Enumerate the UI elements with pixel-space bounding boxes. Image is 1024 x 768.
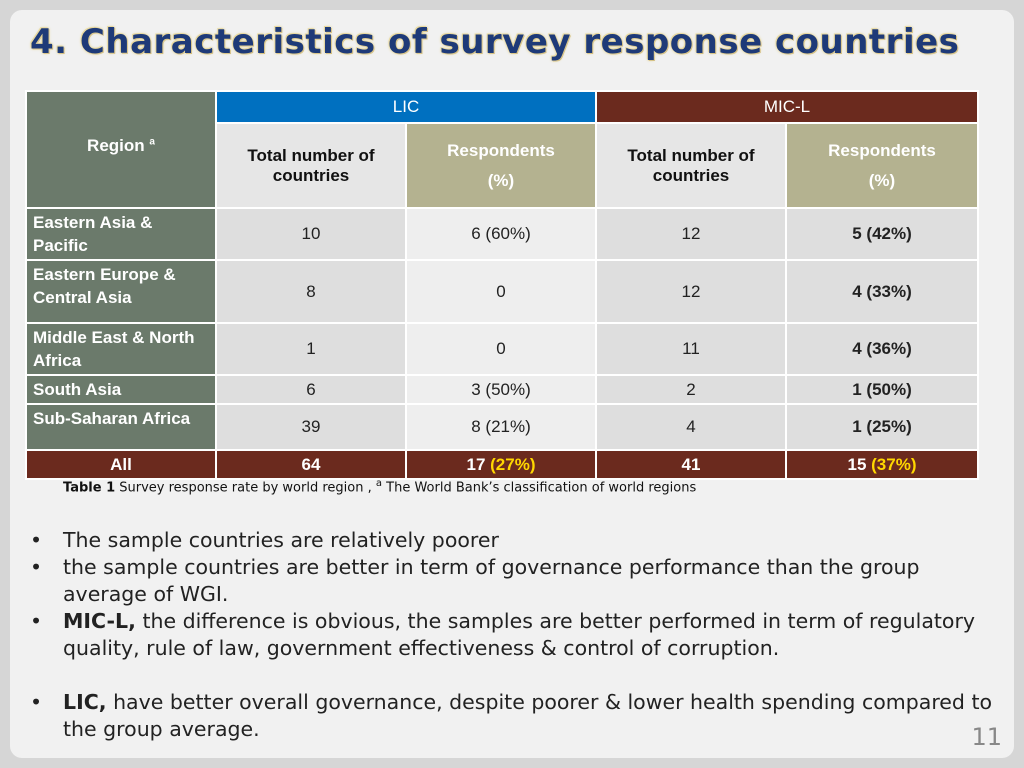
- data-cell: 12: [595, 207, 787, 261]
- data-cell: 39: [215, 403, 407, 451]
- bullet-text: the difference is obvious, the samples a…: [63, 609, 976, 660]
- data-cell: 0: [405, 322, 597, 376]
- footnote-marker: a: [375, 478, 382, 489]
- total-cell: 64: [215, 449, 407, 480]
- total-cell: 15 (37%): [785, 449, 979, 480]
- data-cell: 8 (21%): [405, 403, 597, 451]
- region-cell: South Asia: [25, 374, 217, 405]
- caption-label: Table 1: [63, 480, 116, 496]
- data-cell: 0: [405, 259, 597, 324]
- region-header: Region a: [25, 90, 217, 209]
- subheader-row: Total number of countries Respondents (%) T…: [26, 122, 979, 209]
- total-percent: (37%): [871, 454, 917, 474]
- data-row: Middle East & North Africa 1 0 11 4 (36%): [25, 322, 979, 376]
- total-value: 64: [301, 454, 321, 474]
- data-cell: 12: [595, 259, 787, 324]
- region-header-text: Region: [87, 136, 145, 155]
- subheader: Respondents (%): [785, 122, 979, 209]
- data-table: Region a LIC MIC-L Total number of countrie…: [25, 90, 979, 480]
- total-cell: 41: [595, 449, 787, 480]
- bullet-text: the sample countries are better in term …: [63, 555, 920, 606]
- subheader: Respondents (%): [405, 122, 597, 209]
- subheader: Total number of countries: [215, 122, 407, 209]
- data-cell: 11: [595, 322, 787, 376]
- table-caption: Table 1 Survey response rate by world re…: [63, 478, 696, 495]
- bullet-item: the sample countries are better in term …: [30, 554, 995, 608]
- bullet-list: The sample countries are relatively poor…: [30, 527, 995, 743]
- subheader-label: Respondents: [447, 141, 555, 160]
- data-cell: 6: [215, 374, 407, 405]
- bullet-emphasis: LIC,: [63, 690, 107, 714]
- data-cell: 1 (25%): [785, 403, 979, 451]
- data-row: South Asia 6 3 (50%) 2 1 (50%): [25, 374, 979, 405]
- caption-text: Survey response rate by world region ,: [119, 480, 372, 496]
- page-number: 11: [971, 723, 1002, 751]
- data-row: Sub-Saharan Africa 39 8 (21%) 4 1 (25%): [25, 403, 979, 451]
- caption-note: The World Bank’s classification of world…: [386, 480, 697, 496]
- bullet-emphasis: MIC-L,: [63, 609, 136, 633]
- total-percent: (27%): [490, 454, 536, 474]
- subheader-unit: (%): [487, 171, 515, 190]
- data-cell: 4: [595, 403, 787, 451]
- subheader-unit: (%): [868, 171, 896, 190]
- bullet-item: The sample countries are relatively poor…: [30, 527, 995, 554]
- data-cell: 4 (33%): [785, 259, 979, 324]
- data-cell: 1: [215, 322, 407, 376]
- group-header: MIC-L: [595, 90, 979, 124]
- total-cell: 17 (27%): [405, 449, 597, 480]
- data-cell: 8: [215, 259, 407, 324]
- data-row: Eastern Asia & Pacific 10 6 (60%) 12 5 (42%): [25, 207, 979, 261]
- data-cell: 5 (42%): [785, 207, 979, 261]
- footnote-marker: a: [149, 136, 155, 148]
- subheader: Total number of countries: [595, 122, 787, 209]
- total-value: 15: [847, 454, 867, 474]
- data-cell: 1 (50%): [785, 374, 979, 405]
- data-cell: 4 (36%): [785, 322, 979, 376]
- total-label: All: [25, 449, 217, 480]
- total-value: 17: [466, 454, 486, 474]
- region-cell: Sub-Saharan Africa: [25, 403, 217, 451]
- bullet-text: have better overall governance, despite …: [63, 690, 993, 741]
- data-cell: 6 (60%): [405, 207, 597, 261]
- total-row: All 64 17 (27%) 41 15 (37%): [25, 449, 979, 480]
- region-cell: Eastern Europe & Central Asia: [25, 259, 217, 324]
- data-cell: 3 (50%): [405, 374, 597, 405]
- bullet-item: MIC-L, the difference is obvious, the sa…: [30, 608, 995, 662]
- region-cell: Eastern Asia & Pacific: [25, 207, 217, 261]
- slide-title: 4. Characteristics of survey response co…: [30, 22, 960, 62]
- total-value: 41: [681, 454, 701, 474]
- data-cell: 10: [215, 207, 407, 261]
- data-row: Eastern Europe & Central Asia 8 0 12 4 (33%): [25, 259, 979, 324]
- subheader-label: Total number of countries: [247, 145, 375, 185]
- subheader-label: Total number of countries: [627, 145, 755, 185]
- subheader-label: Respondents: [828, 141, 936, 160]
- bullet-item: LIC, have better overall governance, des…: [30, 689, 995, 743]
- bullet-text: The sample countries are relatively poor…: [63, 528, 499, 552]
- group-header: LIC: [215, 90, 597, 124]
- data-cell: 2: [595, 374, 787, 405]
- header-row: Region a LIC MIC-L: [25, 90, 979, 209]
- region-cell: Middle East & North Africa: [25, 322, 217, 376]
